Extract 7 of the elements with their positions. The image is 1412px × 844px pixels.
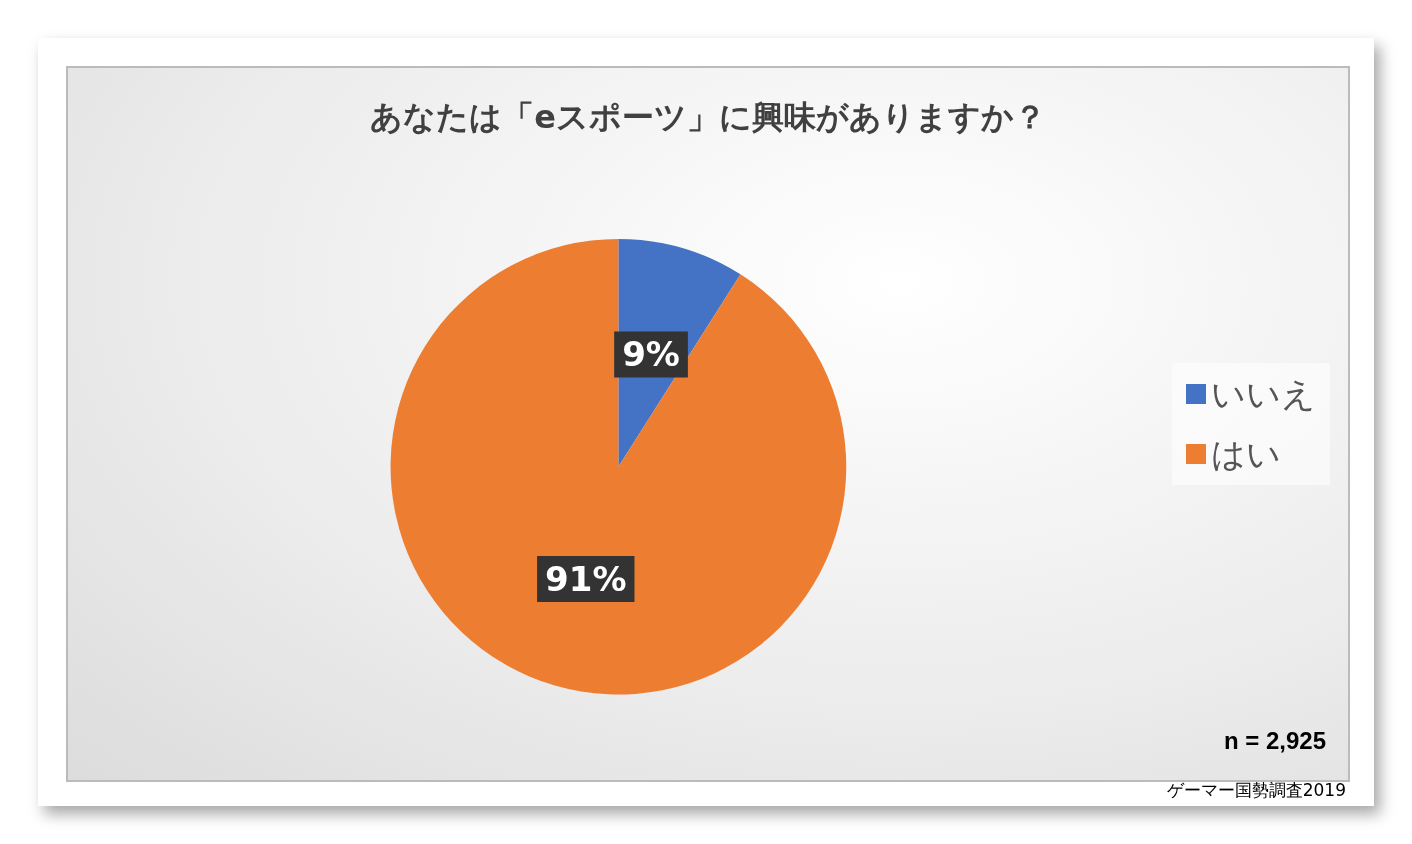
legend-label: はい xyxy=(1211,434,1281,474)
data-label: 9% xyxy=(622,334,680,375)
text: n = 2,925 xyxy=(1223,726,1327,754)
chart-title: あなたは「eスポーツ」に興味がありますか？ xyxy=(370,98,1046,136)
legend-label: いいえ xyxy=(1211,374,1316,414)
text: ゲーマー国勢調査2019 xyxy=(1166,779,1346,802)
data-label: 91% xyxy=(545,559,627,599)
